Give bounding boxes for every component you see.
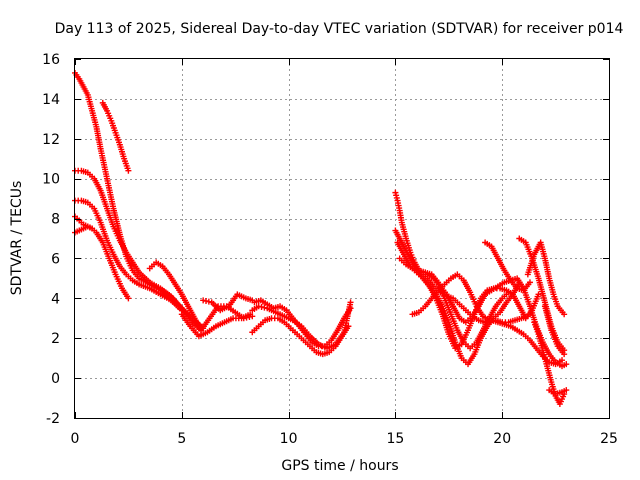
data-point (249, 313, 256, 320)
x-tick-label: 10 (280, 431, 298, 447)
x-axis-label: GPS time / hours (281, 458, 398, 474)
data-point (345, 323, 352, 330)
data-point (347, 299, 354, 306)
series-track-18 (409, 271, 531, 326)
data-point (561, 311, 568, 318)
data-point (563, 387, 570, 394)
y-tick-label: 10 (42, 172, 60, 188)
data-point (505, 289, 512, 296)
y-tick-label: 2 (51, 331, 60, 347)
x-tick-labels: 0 5 10 15 20 25 (71, 431, 618, 447)
series-track-23 (531, 319, 568, 408)
y-tick-label: 12 (42, 132, 60, 148)
y-tick-label: 8 (51, 212, 60, 228)
y-tick-label: 6 (51, 251, 60, 267)
series-track-13 (251, 297, 354, 350)
series-track-25 (541, 303, 568, 358)
x-tick-label: 25 (600, 431, 618, 447)
series-track-10 (200, 291, 256, 314)
data-points (72, 69, 570, 408)
y-axis-label: SDTVAR / TECUs (9, 181, 25, 296)
data-point (347, 305, 354, 312)
plot-frame (74, 58, 610, 419)
x-tick-label: 20 (493, 431, 511, 447)
x-tick-label: 15 (386, 431, 404, 447)
grid-lines (75, 59, 609, 418)
series-track-8 (178, 311, 254, 340)
axis-ticks (75, 59, 610, 419)
y-tick-label: 16 (42, 52, 60, 68)
data-point (535, 291, 542, 298)
data-point (89, 225, 96, 232)
data-point (125, 167, 132, 174)
series-track-2 (99, 99, 132, 174)
data-point (561, 351, 568, 358)
x-tick-label: 0 (71, 431, 80, 447)
series-track-4 (72, 197, 192, 320)
y-tick-label: -2 (46, 411, 60, 427)
series-track-22 (524, 239, 568, 318)
chart-title: Day 113 of 2025, Sidereal Day-to-day VTE… (55, 21, 624, 37)
y-tick-label: 4 (51, 291, 60, 307)
x-tick-label: 5 (177, 431, 186, 447)
y-tick-label: 0 (51, 371, 60, 387)
data-point (559, 357, 566, 364)
y-tick-label: 14 (42, 92, 60, 108)
data-point (526, 279, 533, 286)
data-point (524, 313, 531, 320)
data-point (563, 361, 570, 368)
series-track-24 (546, 387, 570, 398)
data-point (125, 295, 132, 302)
series-track-20 (482, 239, 533, 294)
y-tick-labels: -2 0 2 4 6 8 10 12 14 16 (42, 52, 60, 427)
